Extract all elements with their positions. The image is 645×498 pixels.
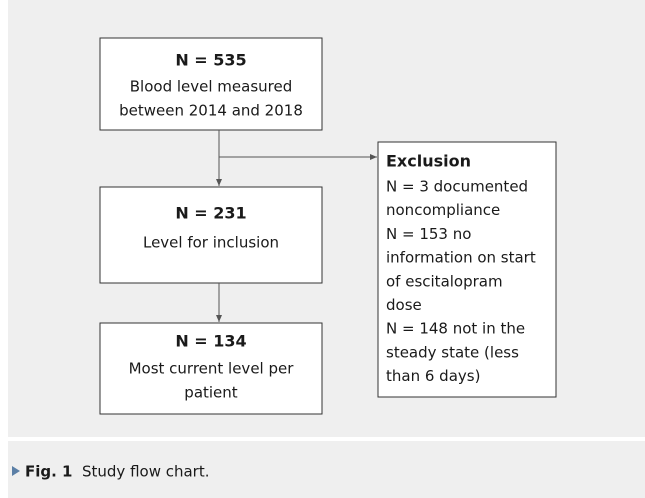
exclusion-lines: N = 3 documented noncompliance N = 153 no i… [386, 178, 536, 386]
exclusion-line: noncompliance [386, 201, 500, 219]
caption-panel [8, 441, 645, 498]
node-title: N = 535 [175, 51, 246, 70]
exclusion-line: steady state (less [386, 343, 519, 361]
exclusion-line: of escitalopram [386, 272, 503, 290]
exclusion-line: information on start [386, 249, 536, 267]
exclusion-line: than 6 days) [386, 367, 480, 385]
node-line: Most current level per [129, 360, 295, 378]
node-line: patient [184, 384, 237, 402]
node-box [99, 322, 323, 415]
caption-label: Fig. 1 [25, 463, 72, 481]
node-box [99, 37, 323, 131]
node-line: Level for inclusion [143, 234, 279, 252]
exclusion-line: N = 3 documented [386, 178, 528, 196]
node-line: between 2014 and 2018 [119, 102, 303, 120]
exclusion-line: N = 153 no [386, 225, 471, 243]
caption-text: Study flow chart. [82, 463, 210, 481]
exclusion-box [377, 141, 557, 398]
node-box [99, 186, 323, 284]
node-title: N = 231 [175, 204, 246, 223]
exclusion-line: dose [386, 296, 422, 314]
node-line: Blood level measured [130, 78, 292, 96]
exclusion-title: Exclusion [386, 152, 471, 171]
node-title: N = 134 [175, 332, 246, 351]
exclusion-line: N = 148 not in the [386, 320, 525, 338]
caption-marker [12, 466, 20, 476]
